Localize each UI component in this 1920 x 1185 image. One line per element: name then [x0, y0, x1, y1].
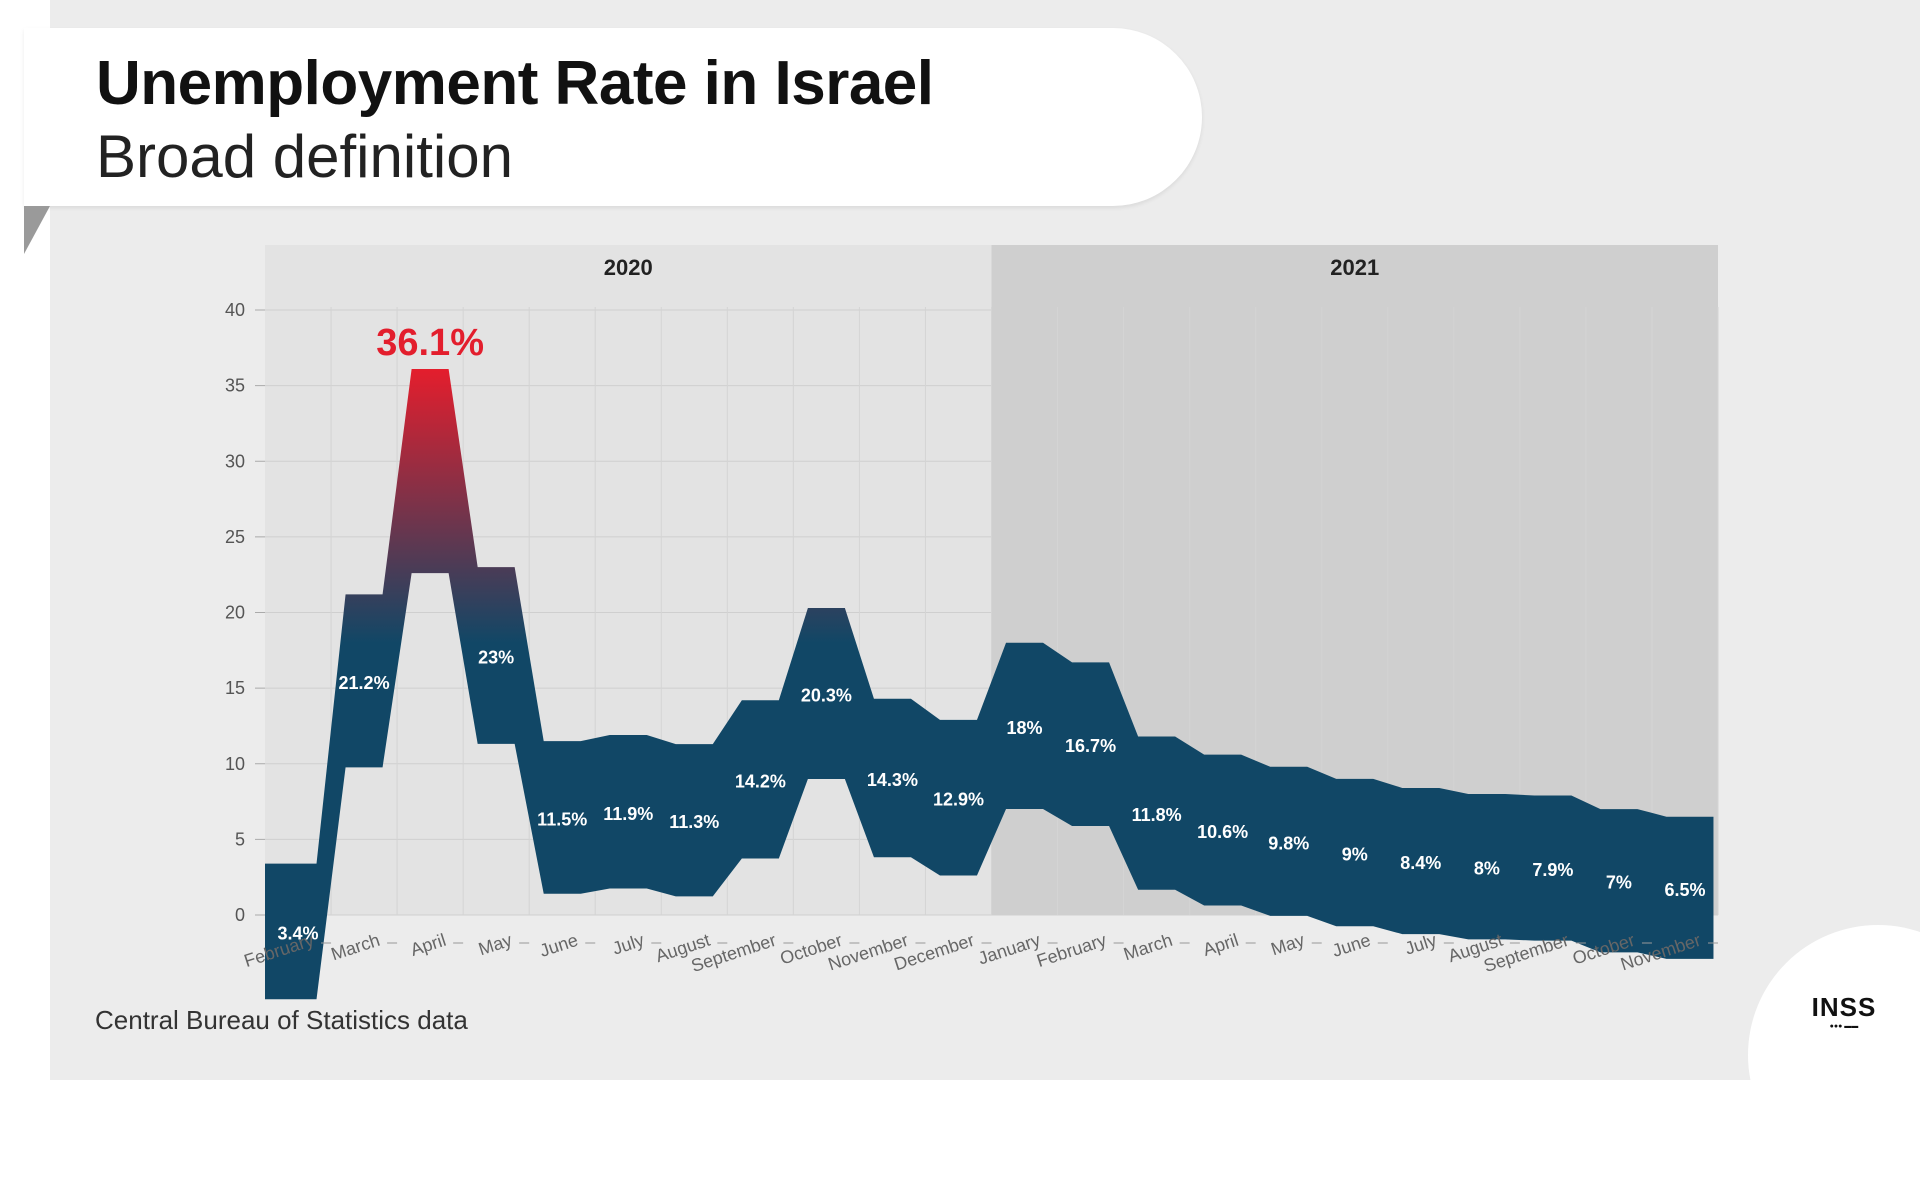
data-label: 7%	[1606, 873, 1632, 893]
x-tick-label: May	[1268, 930, 1307, 960]
y-tick-label: 40	[225, 300, 245, 320]
x-tick-label: July	[1402, 930, 1439, 959]
data-label: 3.4%	[278, 923, 319, 943]
y-tick-label: 0	[235, 905, 245, 925]
x-tick-label: June	[1330, 930, 1373, 961]
year-label-2021: 2021	[1330, 255, 1379, 280]
inss-logo-text: INSS	[1811, 992, 1877, 1022]
y-tick-label: 15	[225, 678, 245, 698]
y-tick-label: 5	[235, 829, 245, 849]
data-label: 6.5%	[1664, 880, 1705, 900]
y-tick-label: 10	[225, 754, 245, 774]
y-tick-label: 25	[225, 527, 245, 547]
x-tick-label: February	[1034, 930, 1109, 971]
unemployment-chart: 2020 2021 0 5 10 15 20 25 30 35 40 February March Apr…	[225, 245, 1719, 1000]
unemployment-band	[265, 368, 1714, 1000]
data-label: 10.6%	[1197, 822, 1248, 842]
x-tick-label: July	[610, 930, 647, 959]
peak-data-label: 36.1%	[376, 322, 484, 364]
title-card	[24, 28, 1202, 206]
x-tick-label: June	[537, 930, 580, 961]
data-label: 7.9%	[1532, 860, 1573, 880]
source-note: Central Bureau of Statistics data	[95, 1005, 468, 1035]
data-label: 14.3%	[867, 770, 918, 790]
inss-logo: INSS ●●● ▬▬	[1798, 992, 1890, 1031]
y-tick-label: 30	[225, 451, 245, 471]
x-tick-label: March	[1121, 930, 1175, 964]
data-label: 8.4%	[1400, 853, 1441, 873]
chart-title: Unemployment Rate in Israel	[96, 49, 934, 118]
data-label: 14.2%	[735, 771, 786, 791]
inss-logo-emblem: ●●● ▬▬	[1829, 1023, 1859, 1030]
data-label: 21.2%	[339, 673, 390, 693]
data-label: 11.9%	[603, 804, 653, 824]
y-tick-label: 35	[225, 376, 245, 396]
x-tick-label: May	[476, 930, 515, 960]
data-label: 12.9%	[933, 790, 984, 810]
x-tick-label: March	[329, 930, 383, 964]
title-card-fold	[24, 206, 50, 254]
data-label: 11.5%	[537, 809, 587, 829]
x-tick-label: April	[408, 930, 448, 960]
y-tick-label: 20	[225, 603, 245, 623]
data-label: 11.3%	[669, 812, 719, 832]
data-label: 16.7%	[1065, 736, 1116, 756]
data-label: 9%	[1342, 845, 1368, 865]
data-label: 9.8%	[1268, 833, 1309, 853]
year-label-2020: 2020	[604, 255, 653, 280]
chart-subtitle: Broad definition	[96, 123, 513, 190]
data-label: 8%	[1474, 859, 1500, 879]
data-label: 20.3%	[801, 686, 852, 706]
data-label: 11.8%	[1132, 805, 1182, 825]
data-label: 18%	[1007, 718, 1043, 738]
x-tick-label: April	[1200, 930, 1240, 960]
data-label: 23%	[478, 647, 514, 667]
x-tick-label: January	[976, 930, 1043, 969]
